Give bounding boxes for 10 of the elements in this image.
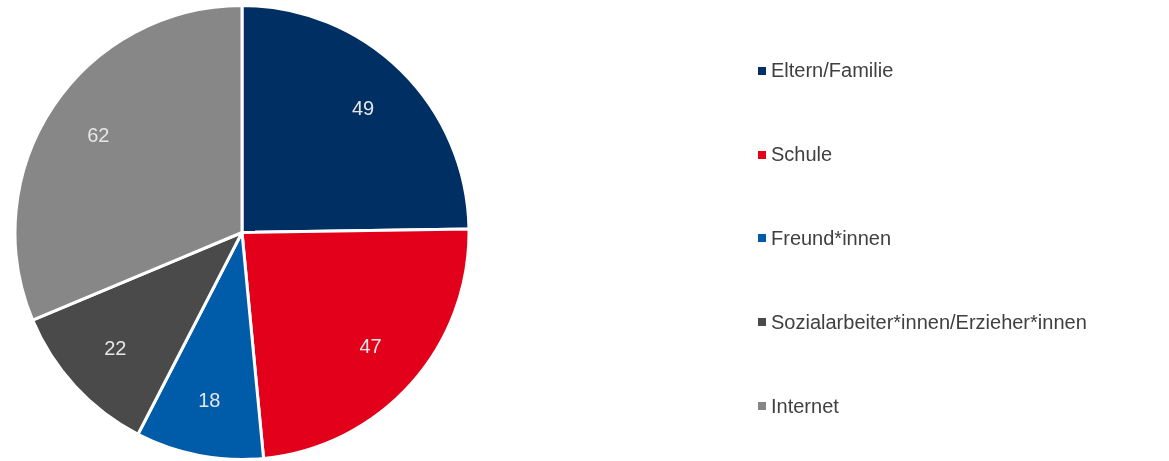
legend-label: Sozialarbeiter*innen/Erzieher*innen (771, 310, 1087, 334)
legend-label: Freund*innen (771, 226, 892, 250)
data-label: 18 (198, 389, 221, 412)
data-label: 62 (87, 124, 110, 147)
data-label: 22 (104, 337, 127, 360)
data-label: 49 (351, 97, 375, 120)
data-label: 47 (359, 335, 382, 358)
legend-label: Eltern/Familie (771, 59, 894, 83)
legend-label: Schule (771, 143, 833, 167)
legend-label: Internet (771, 394, 839, 418)
